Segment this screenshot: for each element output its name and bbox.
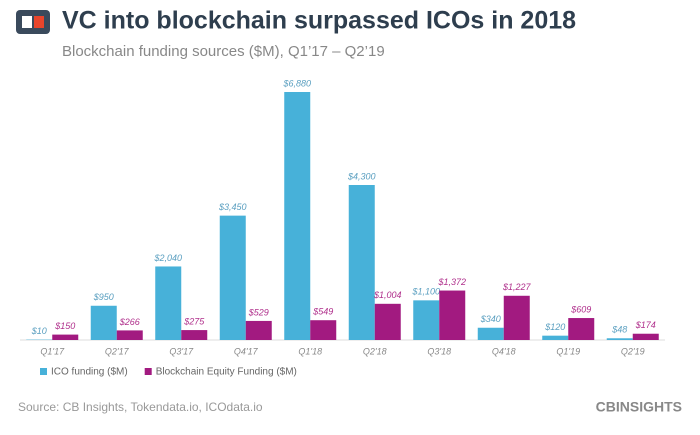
x-tick-label: Q2'18 [363,346,387,356]
bar [245,320,272,340]
value-label: $1,227 [502,282,532,292]
x-tick-label: Q4'18 [492,346,516,356]
bar [606,338,633,340]
value-label: $48 [611,325,627,335]
bar [374,303,401,340]
x-tick-label: Q1'19 [556,346,580,356]
bar [181,330,208,340]
legend-label: Blockchain Equity Funding ($M) [156,367,297,378]
x-tick-label: Q3'17 [169,346,194,356]
bar [413,300,440,340]
x-tick-label: Q3'18 [427,346,451,356]
bar [90,305,117,340]
value-label: $2,040 [153,253,182,263]
value-label: $4,300 [347,171,376,181]
value-label: $549 [312,307,333,317]
bar [116,330,143,340]
brand: CBINSIGHTS [596,399,682,415]
value-label: $150 [54,321,75,331]
value-label: $529 [248,307,269,317]
bar [155,266,182,340]
bar [310,320,337,340]
x-tick-label: Q2'17 [105,346,130,356]
value-label: $275 [183,316,205,326]
legend-swatch [40,368,47,375]
value-label: $120 [544,322,565,332]
bar [632,333,659,340]
x-tick-label: Q2'19 [621,346,645,356]
legend-swatch [144,368,152,375]
value-label: $10 [31,326,47,336]
source: Source: CB Insights, Tokendata.io, ICOda… [18,400,263,414]
x-tick-label: Q1'18 [298,346,322,356]
x-tick-label: Q4'17 [234,346,259,356]
bar [439,290,466,340]
value-label: $1,100 [411,287,440,297]
bar [542,335,569,340]
logo [16,10,50,34]
bar [52,334,79,340]
value-label: $609 [570,304,591,314]
x-tick-label: Q1'17 [40,346,65,356]
bar [219,215,246,340]
bar [477,327,504,340]
legend-label: ICO funding ($M) [51,367,128,378]
bar [284,92,311,340]
chart-title: VC into blockchain surpassed ICOs in 201… [62,7,576,35]
value-label: $1,004 [373,290,402,300]
value-label: $950 [93,292,114,302]
bar [348,185,375,340]
value-label: $266 [119,317,140,327]
bar [503,295,530,340]
value-label: $174 [635,320,656,330]
value-label: $6,880 [282,78,311,88]
value-label: $1,372 [437,277,466,287]
value-label: $3,450 [218,202,247,212]
bar [568,318,595,340]
chart-subtitle: Blockchain funding sources ($M), Q1’17 –… [62,43,385,60]
value-label: $340 [480,314,501,324]
